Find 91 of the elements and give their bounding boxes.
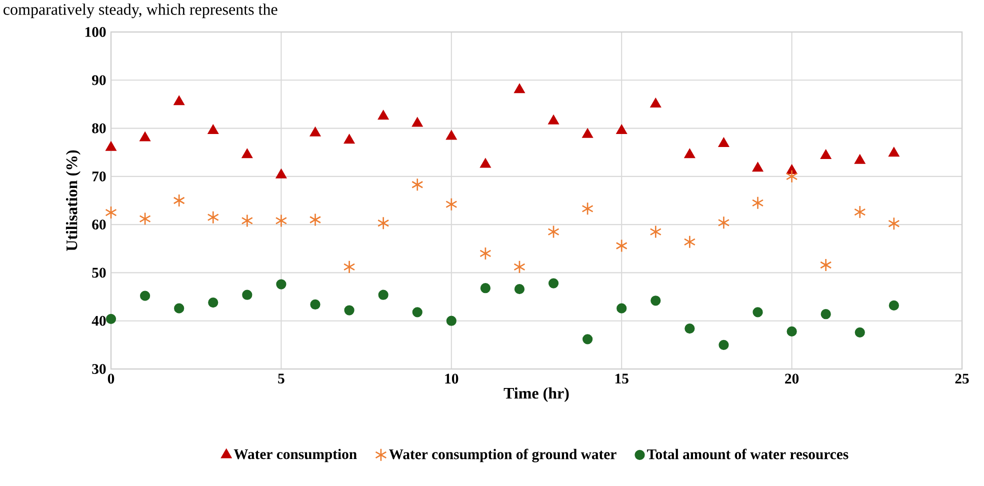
point: [276, 168, 286, 178]
y-tick-label: 90: [92, 75, 106, 86]
point: [480, 158, 491, 168]
point: [752, 307, 763, 318]
point: [377, 216, 390, 230]
point: [650, 98, 661, 108]
point: [207, 210, 219, 224]
legend-label: Water consumption: [234, 448, 357, 462]
point: [378, 290, 388, 300]
point: [718, 216, 730, 230]
point: [514, 260, 526, 274]
point: [412, 117, 423, 127]
x-tick-label: 0: [108, 374, 114, 384]
x-tick-label: 15: [615, 374, 628, 384]
point: [276, 279, 286, 290]
point: [718, 340, 729, 350]
point: [548, 225, 560, 238]
point: [786, 170, 798, 184]
legend-label: Water consumption of ground water: [389, 448, 616, 462]
text: comparatively steady, which represents the: [4, 4, 278, 18]
point: [241, 214, 254, 228]
point: [309, 213, 322, 226]
point: [888, 216, 900, 230]
point: [718, 138, 730, 148]
point: [582, 334, 593, 344]
y-tick-label: 100: [85, 27, 106, 37]
point: [650, 296, 661, 306]
y-tick-label: 60: [92, 220, 106, 230]
point: [208, 124, 218, 134]
point: [582, 128, 593, 138]
point: [684, 148, 695, 158]
point: [616, 239, 628, 252]
y-tick-label: 40: [92, 316, 106, 326]
point: [854, 154, 866, 164]
point: [310, 299, 320, 310]
point: [684, 323, 695, 334]
y-tick-label: 80: [92, 123, 106, 134]
point: [343, 260, 356, 274]
point: [105, 206, 117, 220]
point: [140, 290, 150, 301]
point: [412, 307, 422, 318]
point: [616, 303, 627, 314]
point: [752, 162, 764, 172]
point: [480, 283, 491, 294]
x-tick-label: 5: [278, 374, 284, 384]
point: [582, 202, 594, 216]
point: [242, 290, 252, 300]
point: [139, 212, 151, 226]
point: [548, 115, 559, 124]
x-tick-label: 10: [445, 374, 458, 384]
point: [820, 150, 832, 160]
point: [208, 297, 218, 308]
point: [786, 326, 797, 337]
point: [854, 205, 866, 219]
point: [411, 178, 424, 192]
point: [106, 314, 116, 324]
point: [820, 258, 832, 272]
x-axis-title: Time (hr): [504, 387, 569, 402]
point: [854, 327, 865, 338]
point: [173, 194, 185, 208]
point: [820, 309, 831, 320]
y-tick-label: 50: [92, 268, 106, 278]
point: [752, 196, 764, 210]
point: [888, 147, 900, 157]
point: [616, 124, 627, 134]
point: [378, 110, 389, 120]
point: [242, 148, 252, 158]
y-tick-label: 70: [92, 171, 106, 182]
point: [548, 278, 559, 288]
point: [514, 84, 525, 94]
point: [480, 246, 492, 260]
point: [446, 130, 457, 140]
x-tick-label: 25: [955, 374, 969, 384]
point: [174, 96, 184, 106]
point: [650, 225, 662, 238]
point: [344, 134, 355, 144]
x-tick-label: 20: [785, 374, 799, 384]
y-tick-label: 30: [92, 364, 106, 374]
legend-label: Total amount of water resources: [647, 448, 848, 460]
point: [514, 284, 525, 294]
point: [446, 316, 456, 326]
point: [446, 198, 458, 212]
y-axis-title: Utilisation (%): [66, 150, 80, 251]
point: [106, 142, 116, 151]
point: [888, 300, 899, 311]
point: [684, 235, 696, 249]
point: [310, 127, 321, 136]
point: [344, 305, 354, 316]
point: [140, 132, 150, 142]
point: [275, 214, 288, 228]
point: [174, 303, 184, 314]
